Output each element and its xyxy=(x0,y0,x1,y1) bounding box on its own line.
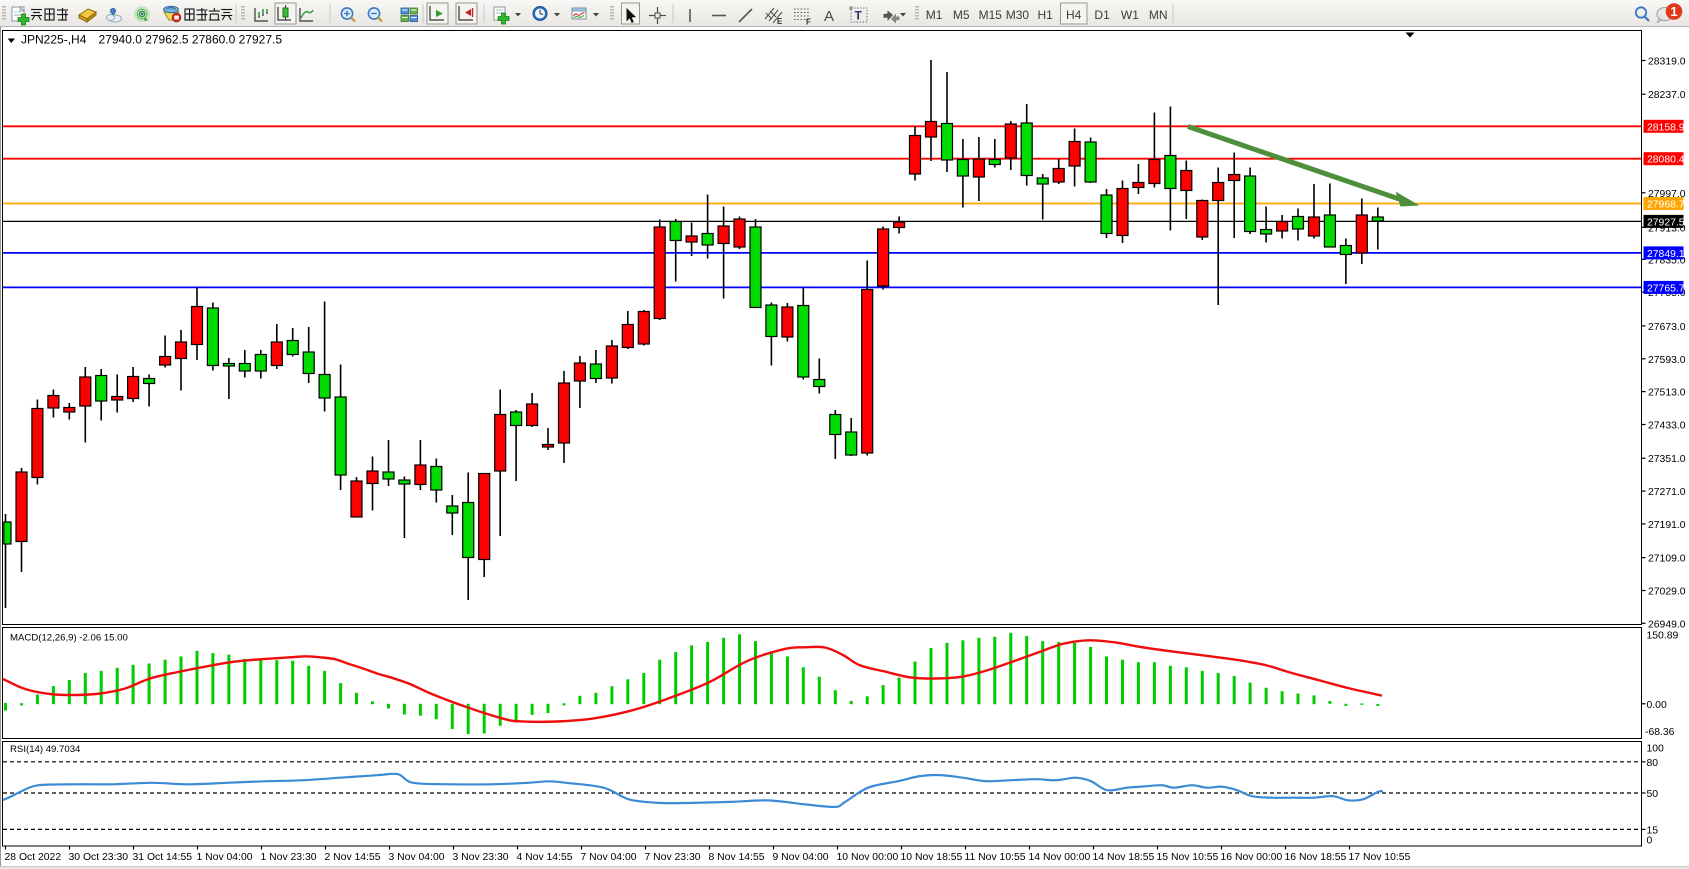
svg-text:27433.0: 27433.0 xyxy=(1648,421,1686,432)
svg-text:27927.5: 27927.5 xyxy=(1647,217,1685,228)
svg-text:M1: M1 xyxy=(926,8,943,22)
svg-text:4 Nov 14:55: 4 Nov 14:55 xyxy=(517,852,573,863)
svg-text:MACD(12,26,9) -2.06 15.00: MACD(12,26,9) -2.06 15.00 xyxy=(10,633,128,644)
svg-text:JPN225-,H4: JPN225-,H4 xyxy=(21,33,87,47)
svg-text:15 Nov 10:55: 15 Nov 10:55 xyxy=(1157,852,1219,863)
svg-text:27765.7: 27765.7 xyxy=(1647,283,1685,294)
svg-text:7 Nov 04:00: 7 Nov 04:00 xyxy=(581,852,637,863)
svg-text:M30: M30 xyxy=(1006,8,1030,22)
svg-text:3 Nov 04:00: 3 Nov 04:00 xyxy=(389,852,445,863)
svg-text:W1: W1 xyxy=(1121,8,1139,22)
svg-text:11 Nov 10:55: 11 Nov 10:55 xyxy=(965,852,1026,863)
svg-text:E: E xyxy=(777,17,783,26)
svg-text:28237.0: 28237.0 xyxy=(1648,90,1686,101)
svg-text:31 Oct 14:55: 31 Oct 14:55 xyxy=(133,852,193,863)
svg-text:A: A xyxy=(824,8,834,25)
svg-text:D1: D1 xyxy=(1094,8,1110,22)
svg-text:27835.0: 27835.0 xyxy=(1648,255,1686,266)
svg-text:1 Nov 04:00: 1 Nov 04:00 xyxy=(197,852,253,863)
svg-text:F: F xyxy=(806,18,811,27)
svg-text:27940.0 27962.5 27860.0 27927.: 27940.0 27962.5 27860.0 27927.5 xyxy=(99,33,283,47)
svg-text:14 Nov 00:00: 14 Nov 00:00 xyxy=(1029,852,1091,863)
svg-text:27029.0: 27029.0 xyxy=(1648,587,1686,598)
svg-text:27913.0: 27913.0 xyxy=(1648,223,1686,234)
svg-text:0.00: 0.00 xyxy=(1647,700,1667,711)
svg-text:1 Nov 23:30: 1 Nov 23:30 xyxy=(261,852,317,863)
svg-text:100: 100 xyxy=(1647,743,1665,754)
svg-text:0: 0 xyxy=(1647,836,1653,847)
svg-text:27109.0: 27109.0 xyxy=(1648,554,1686,565)
svg-text:15: 15 xyxy=(1647,825,1659,836)
svg-text:3 Nov 23:30: 3 Nov 23:30 xyxy=(453,852,509,863)
svg-text:27593.0: 27593.0 xyxy=(1648,355,1686,366)
svg-text:80: 80 xyxy=(1647,758,1659,769)
svg-text:MN: MN xyxy=(1149,8,1168,22)
svg-text:28080.4: 28080.4 xyxy=(1647,155,1685,166)
svg-text:-68.36: -68.36 xyxy=(1645,727,1675,738)
svg-text:28319.0: 28319.0 xyxy=(1648,57,1686,68)
svg-text:27351.0: 27351.0 xyxy=(1648,454,1686,465)
svg-text:17 Nov 10:55: 17 Nov 10:55 xyxy=(1349,852,1411,863)
svg-text:16 Nov 00:00: 16 Nov 00:00 xyxy=(1221,852,1283,863)
svg-text:14 Nov 18:55: 14 Nov 18:55 xyxy=(1093,852,1155,863)
svg-text:10 Nov 18:55: 10 Nov 18:55 xyxy=(901,852,963,863)
svg-text:10 Nov 00:00: 10 Nov 00:00 xyxy=(837,852,899,863)
svg-text:M15: M15 xyxy=(979,8,1003,22)
svg-text:16 Nov 18:55: 16 Nov 18:55 xyxy=(1285,852,1347,863)
svg-text:50: 50 xyxy=(1647,789,1659,800)
svg-text:30 Oct 23:30: 30 Oct 23:30 xyxy=(69,852,129,863)
svg-text:M5: M5 xyxy=(953,8,970,22)
svg-text:150.89: 150.89 xyxy=(1647,631,1679,642)
svg-text:28 Oct 2022: 28 Oct 2022 xyxy=(5,852,62,863)
svg-text:27968.7: 27968.7 xyxy=(1647,200,1685,211)
svg-text:9 Nov 04:00: 9 Nov 04:00 xyxy=(773,852,829,863)
svg-text:27513.0: 27513.0 xyxy=(1648,388,1686,399)
svg-text:27997.0: 27997.0 xyxy=(1648,189,1686,200)
svg-text:8 Nov 14:55: 8 Nov 14:55 xyxy=(709,852,765,863)
svg-text:RSI(14) 49.7034: RSI(14) 49.7034 xyxy=(10,744,81,755)
svg-text:T: T xyxy=(855,9,863,23)
svg-text:26949.0: 26949.0 xyxy=(1648,619,1686,630)
svg-text:H1: H1 xyxy=(1038,8,1054,22)
svg-text:H4: H4 xyxy=(1066,8,1082,22)
svg-text:27673.0: 27673.0 xyxy=(1648,322,1686,333)
svg-text:1: 1 xyxy=(1670,4,1677,19)
svg-text:7 Nov 23:30: 7 Nov 23:30 xyxy=(645,852,701,863)
svg-text:2 Nov 14:55: 2 Nov 14:55 xyxy=(325,852,381,863)
svg-text:27271.0: 27271.0 xyxy=(1648,487,1686,498)
svg-text:27191.0: 27191.0 xyxy=(1648,520,1686,531)
svg-text:27849.1: 27849.1 xyxy=(1647,249,1685,260)
svg-text:28158.9: 28158.9 xyxy=(1647,122,1685,133)
